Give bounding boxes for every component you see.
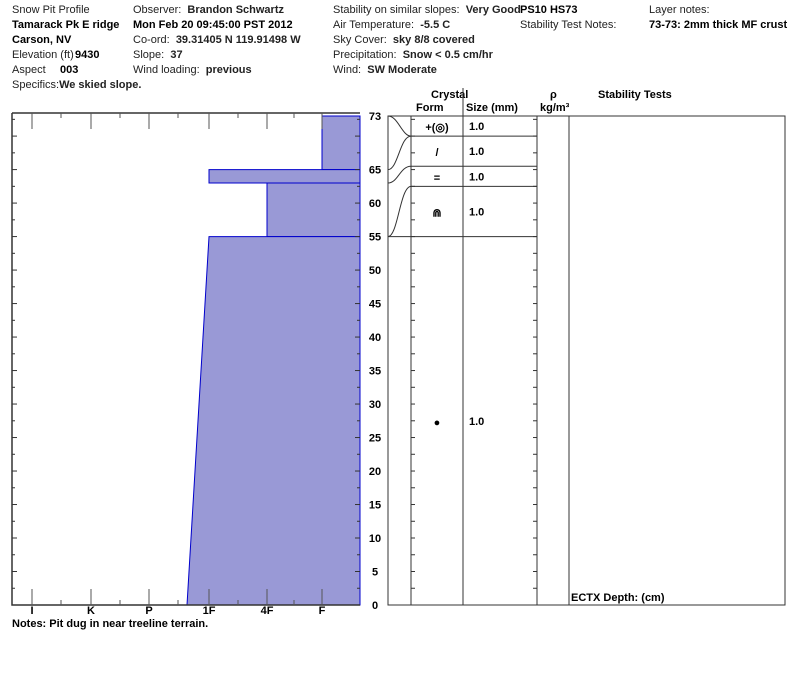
depth-tick-label: 35 (369, 366, 381, 378)
melt-forms-icon: ● (434, 417, 441, 429)
col-size: Size (mm) (466, 102, 518, 114)
depth-tick-label: 5 (372, 567, 378, 579)
layer-notes-label: Layer notes: (649, 4, 710, 16)
stability-test-notes-label: Stability Test Notes: (520, 19, 617, 31)
wind-loading: previous (205, 64, 252, 76)
hardness-tick-label: K (87, 605, 95, 617)
col-stability-tests: Stability Tests (598, 89, 672, 101)
layer-boundary (387, 165, 537, 184)
grain-size: 1.0 (469, 416, 484, 428)
decomposing-fragments-icon: / (435, 147, 438, 159)
depth-tick-label: 40 (369, 332, 381, 344)
hardness-layer-1 (208, 169, 361, 184)
air-temp-label: Air Temperature: (333, 19, 415, 31)
notes: Notes: Pit dug in near treeline terrain. (12, 618, 209, 630)
stability-label: Stability on similar slopes: (333, 4, 460, 16)
specifics-label: Specifics: (12, 79, 60, 91)
sky-label: Sky Cover: (333, 34, 387, 46)
layer-notes: 73-73: 2mm thick MF crust (649, 19, 788, 31)
grain-size: 1.0 (469, 146, 484, 158)
col-crystal: Crystal (431, 89, 469, 101)
col-density: ρ (550, 89, 557, 101)
depth-tick-label: 45 (369, 299, 381, 311)
specifics: We skied slope. (59, 79, 142, 91)
depth-tick-label: 65 (369, 165, 381, 177)
coord: 39.31405 N 119.91498 W (175, 34, 301, 46)
grain-size: 1.0 (469, 171, 484, 183)
elevation-label: Elevation (ft) (12, 49, 74, 61)
hardness-layer-0 (321, 115, 361, 171)
depth-tick-label: 15 (369, 500, 381, 512)
crystal-table-border (387, 115, 786, 606)
precip: Snow < 0.5 cm/hr (402, 49, 493, 61)
col-density-unit: kg/m³ (540, 102, 570, 114)
depth-tick-label: 60 (369, 198, 381, 210)
elevation: 9430 (75, 49, 100, 61)
stability-test-result: ECTX Depth: (cm) (571, 592, 665, 604)
depth-tick-label: 73 (369, 111, 381, 123)
slope-label: Slope: (133, 49, 165, 61)
hardness-layer-3 (186, 236, 361, 606)
title: Snow Pit Profile (12, 4, 90, 16)
faceted-rounded-icon: ⋒ (432, 207, 441, 219)
sky: sky 8/8 covered (392, 34, 475, 46)
hardness-tick-label: 4F (261, 605, 274, 617)
coord-label: Co-ord: (133, 34, 170, 46)
hardness-tick-label: 1F (203, 605, 216, 617)
location: Tamarack Pk E ridge (12, 19, 120, 31)
datetime: Mon Feb 20 09:45:00 PST 2012 (133, 19, 293, 31)
layer-boundary (387, 115, 412, 137)
observer: Brandon Schwartz (187, 4, 284, 16)
depth-tick-label: 25 (369, 433, 381, 445)
layer-boundary (387, 185, 537, 238)
profile-axes (11, 112, 360, 606)
air-temp: -5.5 C (420, 19, 451, 31)
hardness-layer-2 (266, 182, 361, 238)
hardness-tick-label: P (145, 605, 152, 617)
melt-crust-icon: = (434, 172, 440, 184)
region: Carson, NV (12, 34, 72, 46)
aspect-label: Aspect (12, 64, 46, 76)
depth-tick-label: 20 (369, 466, 381, 478)
hardness-tick-label: I (30, 605, 33, 617)
precip-label: Precipitation: (333, 49, 397, 61)
hardness-tick-label: F (319, 605, 326, 617)
col-form: Form (416, 102, 444, 114)
ps-hs: PS10 HS73 (520, 4, 578, 16)
depth-tick-label: 10 (369, 533, 381, 545)
precipitation-particles-icon: +(◎) (425, 122, 449, 134)
wind-loading-label: Wind loading: (133, 64, 200, 76)
wind-label: Wind: (333, 64, 362, 76)
depth-tick-label: 30 (369, 399, 381, 411)
slope: 37 (170, 49, 183, 61)
observer-label: Observer: (133, 4, 182, 16)
wind: SW Moderate (367, 64, 437, 76)
aspect: 003 (60, 64, 79, 76)
depth-tick-label: 50 (369, 265, 381, 277)
stability: Very Good (465, 4, 521, 16)
depth-tick-label: 55 (369, 232, 381, 244)
grain-size: 1.0 (469, 206, 484, 218)
depth-tick-label: 0 (372, 600, 378, 612)
grain-size: 1.0 (469, 121, 484, 133)
